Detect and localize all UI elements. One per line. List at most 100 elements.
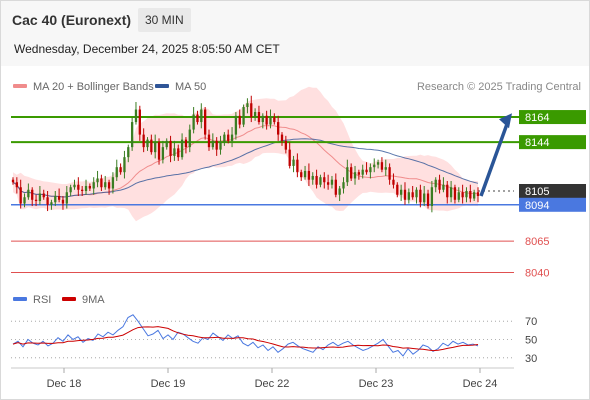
candle-body — [96, 178, 99, 183]
candle-body — [265, 115, 268, 125]
candle-body — [346, 167, 349, 183]
candle-body — [311, 175, 314, 180]
candle-body — [407, 192, 410, 200]
candle-body — [419, 189, 422, 203]
candle-body — [146, 139, 149, 148]
candle-body — [230, 134, 234, 141]
candle-body — [449, 187, 453, 198]
candle-body — [134, 109, 138, 123]
candle-body — [127, 147, 130, 158]
candle-body — [215, 140, 218, 150]
price-label-8065: 8065 — [525, 236, 549, 248]
candle-body — [273, 117, 276, 123]
candle-body — [365, 169, 368, 173]
candle-body — [88, 185, 92, 189]
ma20-legend-label: MA 20 + Bollinger Bands — [33, 81, 154, 93]
x-tick-label: Dec 22 — [255, 378, 290, 390]
candle-body — [338, 188, 341, 195]
candle-body — [330, 179, 334, 185]
candle-body — [326, 182, 330, 185]
candle-body — [77, 184, 80, 190]
trend-arrow-shaft — [479, 120, 510, 197]
candle-body — [315, 175, 318, 185]
candle-body — [250, 103, 253, 118]
candle-body — [57, 196, 61, 200]
price-tag-8105 — [519, 184, 586, 198]
candle-body — [200, 109, 203, 123]
candle-body — [415, 189, 418, 198]
candle-body — [257, 112, 261, 123]
candle-body — [369, 167, 372, 173]
candle-body — [211, 140, 214, 148]
candle-body — [150, 139, 153, 153]
candle-body — [54, 196, 57, 203]
candle-body — [157, 142, 161, 160]
candle-body — [188, 129, 191, 148]
candle-body — [319, 177, 322, 185]
rsi-tick-50: 50 — [525, 335, 537, 347]
rsi-ma-legend-label: 9MA — [82, 294, 105, 306]
candle-body — [426, 193, 430, 207]
candle-body — [111, 177, 115, 189]
research-credit: Research © 2025 Trading Central — [417, 81, 581, 93]
price-label-8040: 8040 — [525, 267, 549, 279]
rsi-line — [12, 314, 479, 357]
candle-body — [357, 172, 361, 175]
trend-arrow-head — [499, 113, 512, 129]
candle-body — [334, 179, 337, 195]
price-label-8144: 8144 — [525, 137, 549, 149]
candle-body — [154, 142, 157, 153]
candle-body — [269, 117, 272, 125]
candle-body — [323, 177, 326, 183]
candle-body — [81, 189, 84, 191]
x-tick-label: Dec 18 — [47, 378, 82, 390]
rsi-legend: RSI 9MA — [13, 294, 105, 306]
candle-body — [307, 170, 311, 180]
candle-body — [234, 115, 238, 135]
candle-body — [296, 159, 299, 173]
rsi-ma-line — [12, 326, 479, 352]
price-tag-8144 — [519, 135, 586, 150]
rsi-tick-30: 30 — [525, 353, 537, 365]
candle-body — [130, 122, 134, 148]
candle-body — [442, 184, 445, 190]
candle-body — [138, 109, 141, 135]
candle-body — [423, 193, 426, 203]
candle-body — [227, 134, 230, 141]
candle-body — [65, 192, 68, 204]
candle-body — [180, 139, 184, 158]
candle-body — [280, 134, 284, 141]
candle-body — [84, 185, 88, 191]
candle-body — [50, 202, 53, 205]
candle-body — [388, 167, 391, 180]
candle-body — [165, 140, 168, 148]
x-tick-label: Dec 19 — [151, 378, 186, 390]
ma20-legend-swatch — [13, 84, 27, 88]
candle-body — [342, 182, 345, 189]
candle-body — [461, 192, 464, 198]
candle-body — [184, 139, 188, 148]
chart-datetime: Wednesday, December 24, 2025 8:05:50 AM … — [14, 42, 280, 56]
candle-body — [373, 164, 376, 168]
candle-body — [27, 189, 30, 198]
price-label-8164: 8164 — [525, 112, 549, 124]
candle-body — [476, 192, 480, 197]
candle-body — [123, 157, 126, 173]
candle-body — [242, 107, 245, 125]
candle-body — [238, 115, 241, 125]
instrument-title: Cac 40 (Euronext) — [12, 12, 132, 28]
candle-body — [380, 162, 384, 170]
candle-body — [399, 189, 403, 195]
timeframe-button[interactable]: 30 MIN — [138, 8, 191, 32]
candle-body — [353, 172, 357, 179]
candle-body — [173, 148, 176, 156]
candle-body — [403, 189, 407, 200]
candle-body — [277, 122, 280, 135]
price-label-8094: 8094 — [525, 200, 549, 212]
candle-body — [438, 179, 441, 190]
candle-body — [207, 134, 211, 148]
candle-body — [100, 178, 103, 188]
candle-body — [31, 189, 34, 200]
candle-body — [411, 192, 414, 198]
